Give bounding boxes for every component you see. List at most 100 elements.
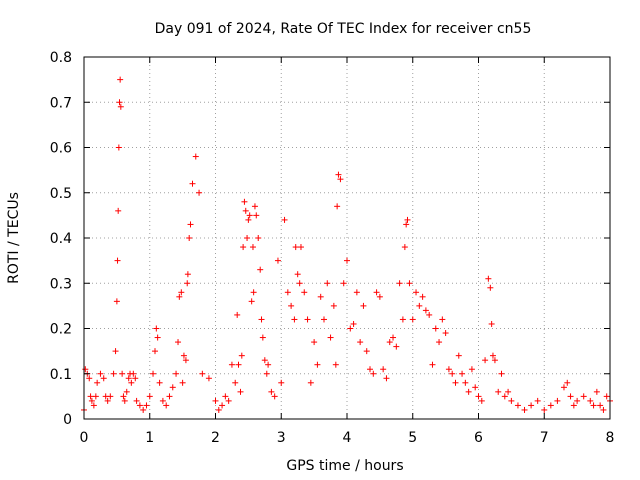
data-point bbox=[232, 379, 239, 386]
data-point bbox=[136, 402, 143, 409]
data-point bbox=[505, 388, 512, 395]
data-point bbox=[114, 257, 121, 264]
data-point bbox=[304, 316, 311, 323]
data-point bbox=[462, 379, 469, 386]
data-point bbox=[225, 397, 232, 404]
data-point bbox=[199, 370, 206, 377]
data-point bbox=[196, 189, 203, 196]
data-point bbox=[175, 339, 182, 346]
data-point bbox=[173, 370, 180, 377]
y-tick-label: 0.3 bbox=[50, 276, 72, 292]
data-point bbox=[291, 316, 298, 323]
data-point bbox=[179, 379, 186, 386]
data-point bbox=[163, 402, 170, 409]
data-point bbox=[311, 339, 318, 346]
data-point bbox=[133, 397, 140, 404]
data-point bbox=[370, 370, 377, 377]
data-point bbox=[242, 207, 249, 214]
data-point bbox=[419, 293, 426, 300]
data-point bbox=[292, 244, 299, 251]
data-point bbox=[268, 388, 275, 395]
data-point bbox=[240, 244, 247, 251]
data-point bbox=[90, 402, 97, 409]
data-point bbox=[600, 406, 607, 413]
data-point bbox=[125, 375, 132, 382]
data-point bbox=[249, 244, 256, 251]
data-point bbox=[334, 203, 341, 210]
data-point bbox=[587, 397, 594, 404]
data-point bbox=[130, 370, 137, 377]
axis-ticks: 0 1 2 3 4 5 6 7 8 0 0.1 0.2 0.3 0.4 0.5 0.6 0.7 0.8 bbox=[50, 50, 615, 446]
x-tick-label: 3 bbox=[277, 430, 286, 446]
data-point bbox=[237, 388, 244, 395]
data-point bbox=[152, 348, 159, 355]
data-point bbox=[176, 293, 183, 300]
data-point bbox=[344, 257, 350, 264]
data-point bbox=[314, 361, 321, 368]
data-point bbox=[449, 370, 456, 377]
y-tick-label: 0 bbox=[63, 412, 72, 428]
data-point bbox=[399, 316, 406, 323]
data-point bbox=[86, 375, 93, 382]
data-point bbox=[580, 393, 587, 400]
y-axis-label: ROTI / TECUs bbox=[6, 192, 22, 284]
y-tick-label: 0.1 bbox=[50, 367, 72, 383]
data-point bbox=[554, 397, 561, 404]
data-point bbox=[340, 280, 347, 287]
data-point bbox=[432, 325, 439, 332]
data-point bbox=[192, 153, 199, 160]
data-point bbox=[360, 302, 367, 309]
data-point bbox=[184, 280, 191, 287]
data-point bbox=[186, 235, 193, 241]
data-point bbox=[251, 203, 258, 210]
data-point bbox=[501, 393, 508, 400]
data-point bbox=[281, 216, 288, 223]
data-point bbox=[100, 375, 107, 382]
data-point bbox=[250, 289, 257, 296]
data-point bbox=[301, 289, 308, 296]
data-point bbox=[253, 212, 260, 219]
data-point bbox=[452, 379, 459, 386]
data-point bbox=[219, 402, 226, 409]
data-point bbox=[478, 397, 485, 404]
data-point bbox=[488, 320, 495, 327]
data-point bbox=[574, 397, 581, 404]
data-point bbox=[215, 406, 222, 413]
data-point bbox=[110, 370, 117, 377]
data-point bbox=[228, 361, 235, 368]
data-point bbox=[159, 397, 166, 404]
data-point bbox=[119, 370, 126, 377]
data-point bbox=[82, 366, 89, 373]
data-point bbox=[468, 366, 475, 373]
data-point bbox=[409, 316, 416, 323]
data-point bbox=[590, 402, 597, 409]
y-tick-label: 0.4 bbox=[50, 231, 72, 247]
data-point bbox=[337, 176, 344, 183]
x-tick-label: 0 bbox=[80, 430, 89, 446]
data-point bbox=[404, 216, 411, 223]
data-point bbox=[324, 280, 331, 287]
y-tick-label: 0.6 bbox=[50, 141, 72, 157]
data-point bbox=[485, 275, 492, 282]
data-point bbox=[169, 384, 176, 391]
data-point bbox=[436, 339, 443, 346]
data-point bbox=[353, 289, 360, 296]
data-point bbox=[241, 198, 248, 205]
data-point bbox=[180, 352, 187, 359]
data-point bbox=[104, 397, 111, 404]
data-point bbox=[112, 348, 119, 355]
data-point bbox=[115, 144, 122, 151]
data-point bbox=[363, 348, 370, 355]
data-point bbox=[132, 375, 139, 382]
data-point bbox=[570, 402, 577, 409]
data-point bbox=[413, 289, 420, 296]
data-point bbox=[416, 302, 423, 309]
data-point bbox=[439, 316, 446, 323]
data-point bbox=[297, 244, 304, 251]
data-point bbox=[367, 366, 374, 373]
x-tick-label: 5 bbox=[408, 430, 417, 446]
data-point bbox=[401, 244, 408, 251]
data-point bbox=[491, 357, 498, 364]
data-point bbox=[140, 406, 147, 413]
data-point bbox=[178, 289, 185, 296]
